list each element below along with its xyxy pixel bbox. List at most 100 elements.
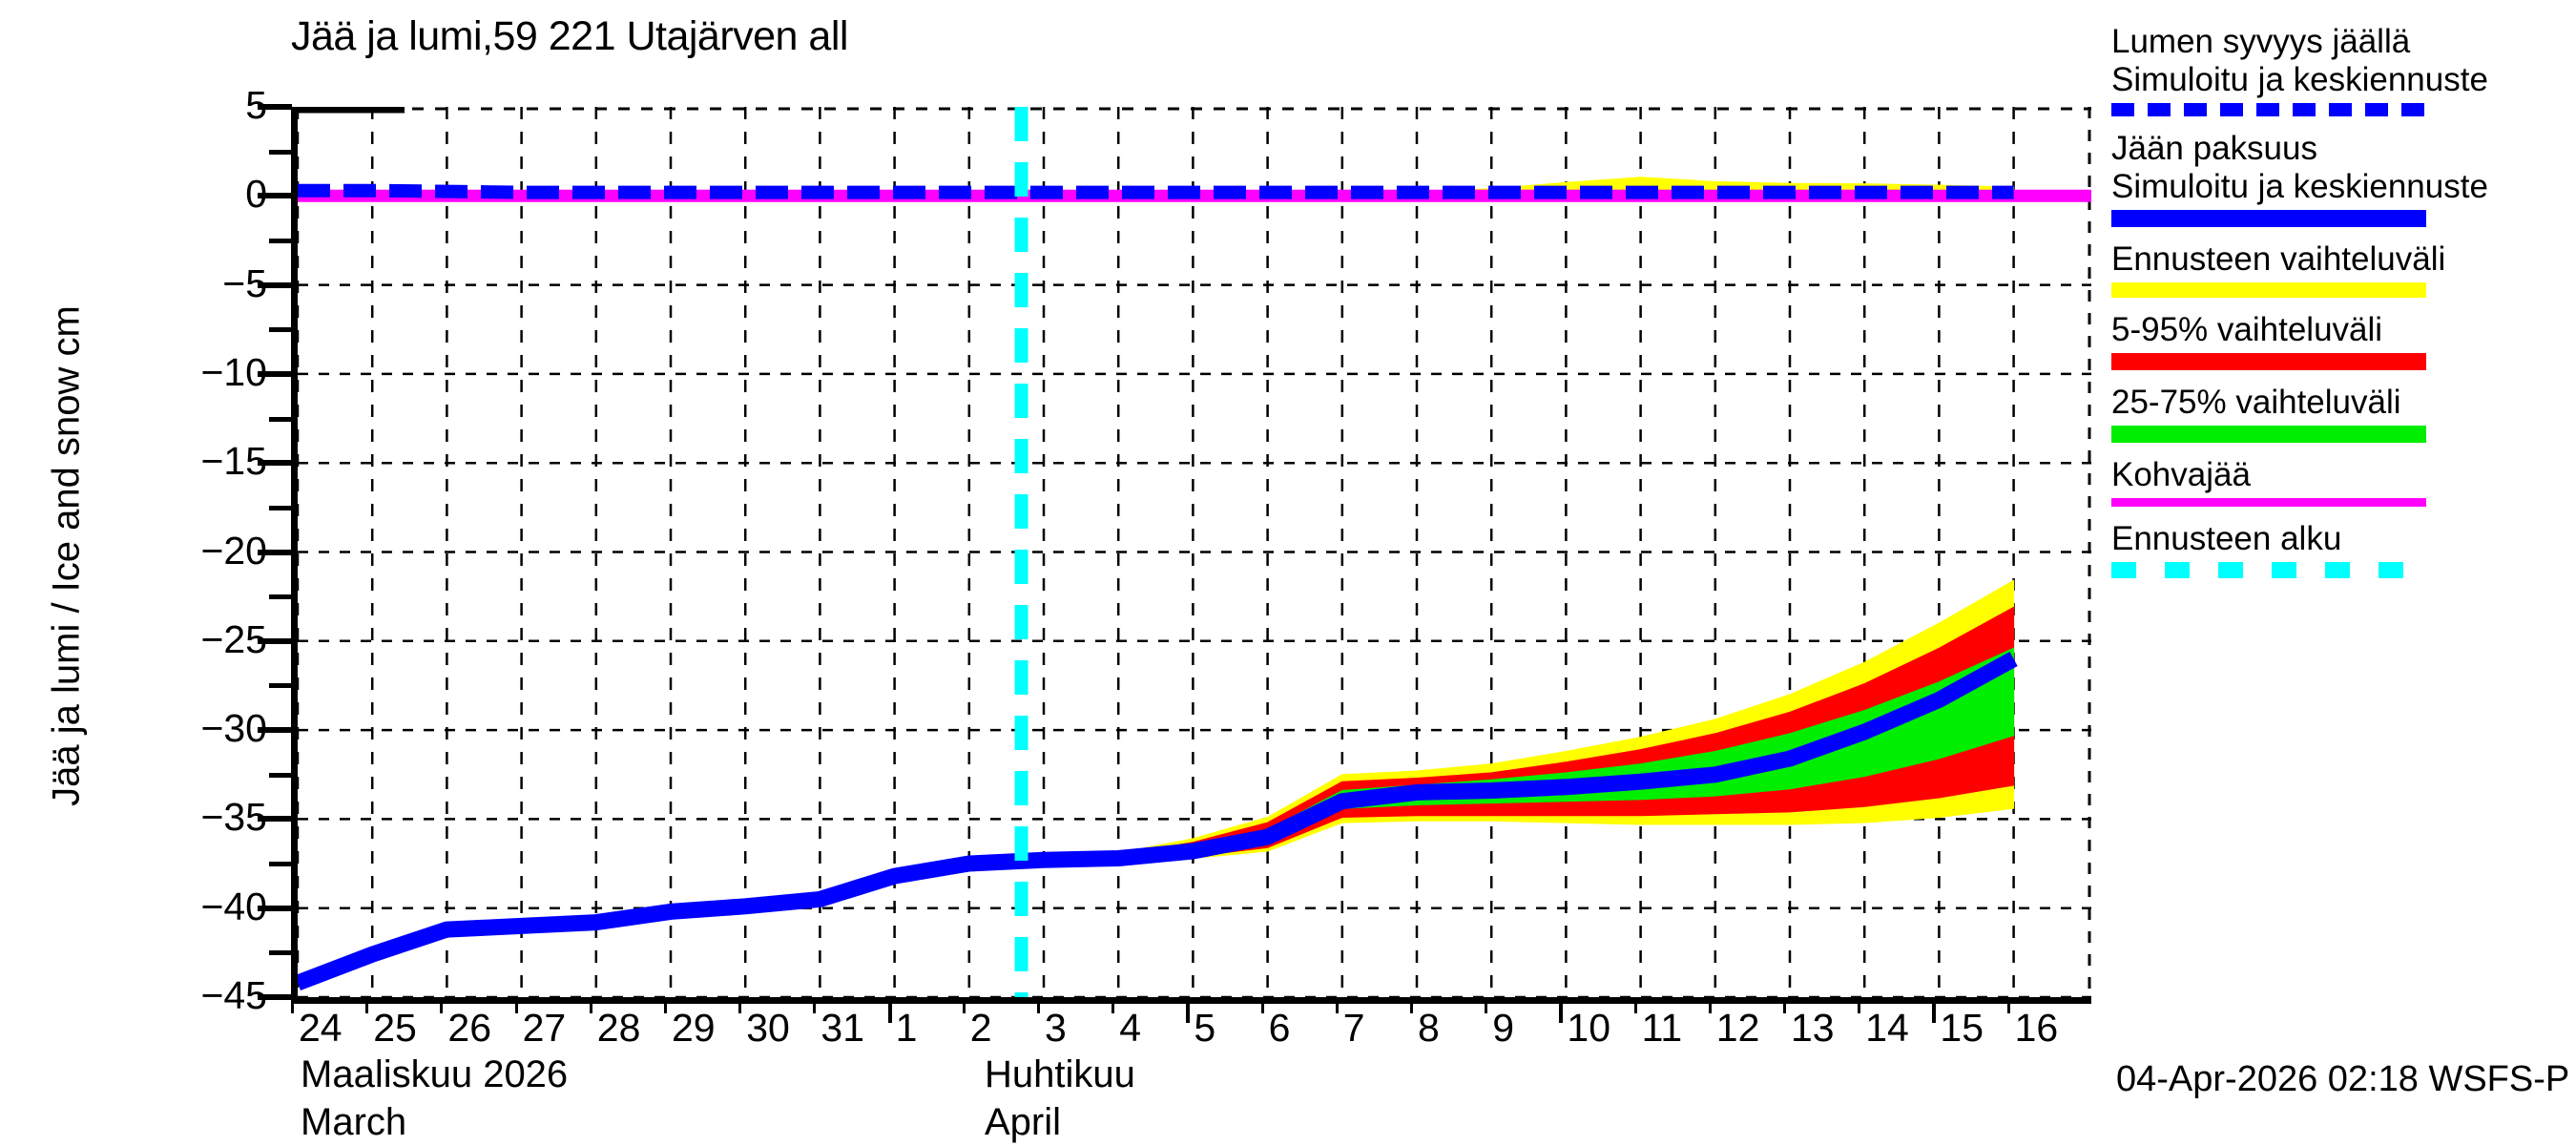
y-tick-mark-minor <box>269 594 292 600</box>
x-tick-label: 8 <box>1418 1006 1440 1050</box>
x-tick-mark <box>589 998 592 1013</box>
x-tick-label: 9 <box>1492 1006 1514 1050</box>
legend-item-subtitle: Simuloitu ja keskiennuste <box>2111 168 2488 205</box>
chart-canvas <box>298 107 2091 997</box>
y-tick-mark <box>258 816 292 823</box>
plot-inner <box>298 107 2091 997</box>
legend-item: Ennusteen vaihteluväli <box>2111 240 2569 298</box>
month-caption-march: Maaliskuu 2026 March <box>301 1051 568 1146</box>
x-tick-mark <box>962 998 966 1013</box>
footer-timestamp: 04-Apr-2026 02:18 WSFS-P <box>2116 1059 2570 1099</box>
x-tick-mark <box>887 998 892 1023</box>
legend-item: 5-95% vaihteluväli <box>2111 311 2569 370</box>
y-tick-mark <box>258 460 292 467</box>
x-tick-mark <box>291 998 294 1013</box>
x-tick-mark <box>1186 998 1191 1023</box>
x-tick-mark <box>1037 998 1040 1013</box>
y-tick-mark <box>258 549 292 555</box>
y-tick-mark <box>258 994 292 1000</box>
y-tick-mark-minor <box>269 950 292 956</box>
y-tick-mark-minor <box>269 149 292 155</box>
y-tick-mark <box>258 281 292 288</box>
x-tick-mark <box>738 998 742 1013</box>
legend-item: Ennusteen alku <box>2111 520 2569 578</box>
legend-item-title: Kohvajää <box>2111 456 2251 493</box>
y-tick-label: −10 <box>200 349 267 394</box>
legend-item-title: Ennusteen alku <box>2111 520 2342 557</box>
legend-item-title: 25-75% vaihteluväli <box>2111 384 2401 421</box>
legend-item: Jään paksuus Simuloitu ja keskiennuste <box>2111 130 2569 227</box>
y-tick-label: −40 <box>200 884 267 928</box>
y-tick-label: 0 <box>245 172 267 217</box>
x-tick-label: 10 <box>1567 1006 1610 1050</box>
y-tick-mark <box>258 193 292 199</box>
y-tick-label: −20 <box>200 528 267 573</box>
x-tick-mark <box>1932 998 1937 1023</box>
x-tick-mark <box>2006 998 2010 1013</box>
x-tick-mark <box>664 998 667 1013</box>
x-tick-label: 31 <box>821 1006 864 1050</box>
y-tick-mark <box>258 370 292 377</box>
x-tick-label: 28 <box>596 1006 641 1050</box>
x-tick-mark <box>514 998 518 1013</box>
x-tick-label: 2 <box>969 1006 992 1050</box>
x-tick-mark <box>1708 998 1712 1013</box>
ice-thickness-line <box>298 652 2018 991</box>
y-tick-label: −15 <box>200 439 267 484</box>
y-tick-mark-minor <box>269 862 292 867</box>
legend-swatch <box>2111 498 2426 507</box>
x-tick-label: 5 <box>1194 1006 1216 1050</box>
legend-swatch <box>2111 103 2426 116</box>
legend-item-title: 5-95% vaihteluväli <box>2111 311 2383 348</box>
plot-area <box>291 107 2091 1004</box>
y-tick-mark-minor <box>269 772 292 778</box>
y-tick-label: −30 <box>200 706 267 751</box>
x-tick-label: 30 <box>746 1006 790 1050</box>
x-tick-label: 12 <box>1715 1006 1760 1050</box>
x-tick-label: 6 <box>1268 1006 1291 1050</box>
x-tick-label: 16 <box>2014 1006 2059 1050</box>
page-title: Jää ja lumi,59 221 Utajärven all <box>291 13 848 59</box>
y-tick-label: 5 <box>245 83 267 127</box>
y-tick-mark-minor <box>269 238 292 243</box>
x-tick-label: 11 <box>1641 1006 1683 1050</box>
y-tick-mark-minor <box>269 327 292 333</box>
legend: Lumen syvyys jäällä Simuloitu ja keskienn… <box>2111 23 2569 592</box>
y-tick-mark <box>258 637 292 644</box>
legend-item-title: Jään paksuus <box>2111 130 2317 167</box>
y-axis: 5 0 −5 −10 −15 −20 −25 −30 −35 −40 −45 <box>0 0 292 1145</box>
y-tick-label: −25 <box>200 616 267 661</box>
legend-item-title: Ennusteen vaihteluväli <box>2111 240 2446 278</box>
x-tick-mark <box>1858 998 1861 1013</box>
x-tick-mark <box>1633 998 1637 1013</box>
x-tick-mark <box>1410 998 1413 1013</box>
x-tick-mark <box>1783 998 1786 1013</box>
x-tick-label: 15 <box>1940 1006 1984 1050</box>
month-name-fi: Huhtikuu <box>985 1053 1135 1095</box>
x-tick-label: 27 <box>522 1006 567 1050</box>
legend-item: 25-75% vaihteluväli <box>2111 384 2569 443</box>
y-tick-label: −45 <box>200 973 267 1017</box>
legend-item-subtitle: Simuloitu ja keskiennuste <box>2111 61 2488 98</box>
x-tick-label: 4 <box>1119 1006 1141 1050</box>
x-tick-mark <box>1335 998 1339 1013</box>
legend-swatch <box>2111 282 2426 298</box>
y-tick-mark <box>258 104 292 110</box>
x-tick-label: 29 <box>672 1006 716 1050</box>
x-tick-label: 1 <box>895 1006 918 1050</box>
x-tick-mark <box>365 998 369 1013</box>
month-name-en: March <box>301 1101 407 1143</box>
y-tick-mark-minor <box>269 683 292 689</box>
month-name-en: April <box>985 1101 1062 1143</box>
x-tick-label: 26 <box>447 1006 491 1050</box>
y-tick-mark-minor <box>269 505 292 510</box>
y-tick-mark <box>258 727 292 734</box>
y-tick-mark <box>258 905 292 911</box>
x-tick-mark <box>1260 998 1264 1013</box>
x-tick-label: 7 <box>1342 1006 1365 1050</box>
x-tick-label: 24 <box>299 1006 343 1050</box>
legend-item: Kohvajää <box>2111 456 2569 507</box>
y-tick-mark-minor <box>269 416 292 422</box>
snow-depth-line <box>298 183 2014 199</box>
month-name-fi: Maaliskuu 2026 <box>301 1053 569 1095</box>
